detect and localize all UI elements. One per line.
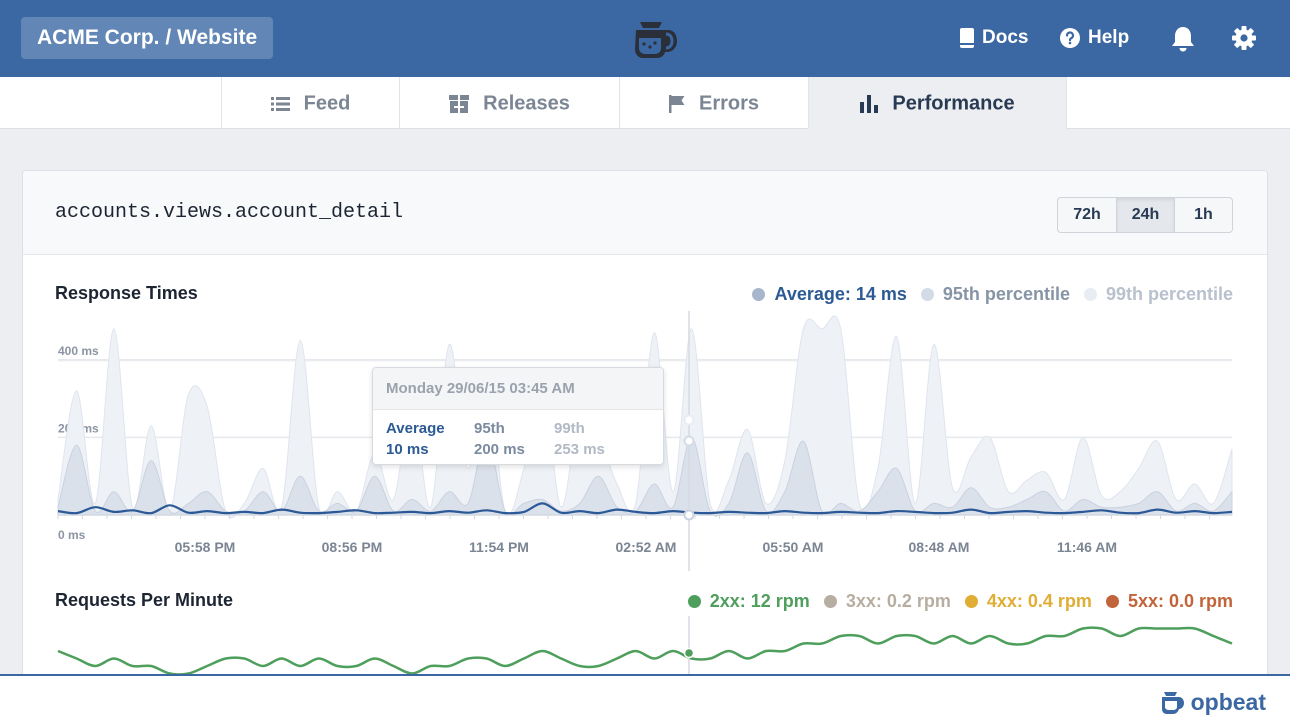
requests-per-minute-legend: 2xx: 12 rpm 3xx: 0.2 rpm 4xx: 0.4 rpm 5x…	[674, 591, 1233, 612]
section-tabs: Feed Releases Errors Performance	[0, 77, 1290, 129]
legend-5xx[interactable]: 5xx: 0.0 rpm	[1105, 591, 1233, 612]
help-link[interactable]: Help	[1060, 24, 1129, 52]
legend-95th[interactable]: 95th percentile	[920, 284, 1070, 305]
legend-95th-label: 95th percentile	[942, 284, 1070, 304]
series-line-average	[57, 502, 1233, 515]
series-area-95th-percentile	[57, 436, 1233, 517]
range-24h-button[interactable]: 24h	[1116, 198, 1174, 232]
bar-chart-icon	[860, 94, 879, 113]
range-72h-button[interactable]: 72h	[1073, 206, 1101, 223]
hover-point-marker	[683, 509, 695, 521]
x-tick-label: 08:48 AM	[909, 539, 970, 555]
tooltip-95th: 95th 200 ms	[474, 418, 525, 460]
hover-point-marker	[683, 435, 695, 447]
series-line-2xx	[57, 626, 1233, 676]
time-range-selector: 72h 24h 1h	[1057, 197, 1233, 233]
tab-errors[interactable]: Errors	[619, 77, 808, 129]
x-tick-label: 08:56 PM	[322, 539, 383, 555]
legend-3xx-label: 3xx: 0.2 rpm	[845, 591, 951, 611]
response-times-legend: Average: 14 ms 95th percentile 99th perc…	[738, 284, 1233, 305]
opbeat-brand[interactable]: opbeat	[1159, 686, 1266, 718]
legend-2xx-swatch	[687, 595, 701, 608]
tooltip-average-label: Average	[386, 420, 445, 437]
tab-performance-label: Performance	[892, 92, 1015, 115]
legend-99th[interactable]: 99th percentile	[1083, 284, 1233, 305]
legend-average[interactable]: Average: 14 ms	[752, 284, 907, 305]
x-tick-label: 05:58 PM	[175, 539, 236, 555]
legend-average-label: Average: 14 ms	[774, 284, 907, 304]
tooltip-95th-label: 95th	[474, 420, 505, 437]
bell-icon[interactable]	[1169, 24, 1197, 52]
opbeat-logo-icon	[1161, 692, 1184, 714]
tab-feed-label: Feed	[303, 92, 351, 115]
legend-average-swatch	[752, 288, 766, 301]
coffee-pot-icon[interactable]	[630, 16, 680, 60]
tooltip-average: Average 10 ms	[386, 418, 445, 460]
tooltip-99th-label: 99th	[554, 420, 585, 437]
legend-3xx[interactable]: 3xx: 0.2 rpm	[823, 591, 951, 612]
x-tick-label: 05:50 AM	[763, 539, 824, 555]
panel-header: accounts.views.account_detail 72h 24h 1h	[23, 171, 1267, 255]
docs-link[interactable]: Docs	[960, 24, 1028, 52]
gear-icon[interactable]	[1230, 24, 1258, 52]
x-tick-label: 11:46 AM	[1057, 539, 1117, 555]
tooltip-99th-value: 253 ms	[554, 441, 605, 458]
legend-2xx-label: 2xx: 12 rpm	[709, 591, 810, 611]
tab-feed[interactable]: Feed	[221, 77, 399, 129]
help-label: Help	[1088, 27, 1130, 48]
endpoint-name: accounts.views.account_detail	[55, 201, 404, 224]
question-circle-icon	[1060, 28, 1080, 48]
legend-2xx[interactable]: 2xx: 12 rpm	[687, 591, 810, 612]
book-icon	[960, 28, 974, 48]
list-icon	[270, 96, 290, 111]
tooltip-99th: 99th 253 ms	[554, 418, 605, 460]
chart-tooltip: Monday 29/06/15 03:45 AM Average 10 ms 9…	[372, 367, 664, 465]
x-tick-label: 11:54 PM	[469, 539, 529, 555]
requests-per-minute-title: Requests Per Minute	[55, 590, 234, 610]
hover-point-marker	[683, 647, 695, 659]
tab-releases-label: Releases	[483, 92, 570, 115]
tooltip-average-value: 10 ms	[386, 441, 429, 458]
x-tick-label: 02:52 AM	[616, 539, 677, 555]
legend-5xx-label: 5xx: 0.0 rpm	[1127, 591, 1233, 611]
top-navigation-bar: ACME Corp. / Website Docs Help	[0, 0, 1290, 77]
tab-errors-label: Errors	[698, 92, 760, 115]
legend-4xx-swatch	[964, 595, 978, 608]
org-project-switcher[interactable]: ACME Corp. / Website	[21, 17, 274, 59]
tab-releases[interactable]: Releases	[399, 77, 619, 129]
range-1h-button[interactable]: 1h	[1174, 198, 1232, 232]
y-tick-label: 400 ms	[58, 344, 99, 358]
docs-label: Docs	[982, 27, 1029, 48]
package-icon	[449, 94, 470, 113]
legend-4xx[interactable]: 4xx: 0.4 rpm	[964, 591, 1092, 612]
legend-95th-swatch	[920, 288, 934, 301]
endpoint-performance-panel: accounts.views.account_detail 72h 24h 1h…	[22, 170, 1268, 690]
response-times-title: Response Times	[55, 283, 198, 303]
legend-99th-swatch	[1083, 288, 1097, 301]
legend-4xx-label: 4xx: 0.4 rpm	[986, 591, 1092, 611]
flag-icon	[668, 94, 685, 113]
footer-bar: opbeat	[0, 674, 1290, 728]
y-tick-label: 0 ms	[58, 528, 86, 542]
tab-performance[interactable]: Performance	[808, 77, 1067, 129]
legend-99th-label: 99th percentile	[1105, 284, 1233, 304]
legend-5xx-swatch	[1105, 595, 1119, 608]
hover-point-marker	[683, 414, 695, 426]
legend-3xx-swatch	[823, 595, 837, 608]
tooltip-95th-value: 200 ms	[474, 441, 525, 458]
tooltip-date: Monday 29/06/15 03:45 AM	[373, 368, 663, 410]
